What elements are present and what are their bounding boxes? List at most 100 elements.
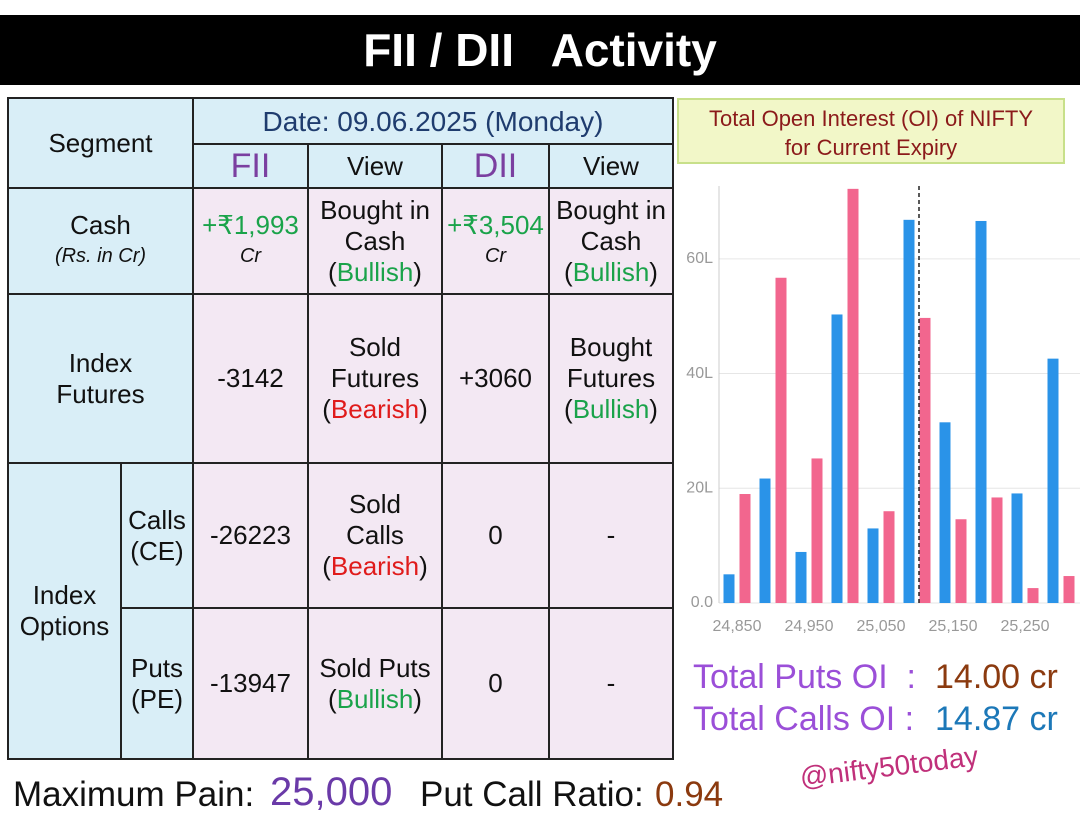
puts-value: 14.00 cr	[935, 658, 1058, 696]
cell-line: Cash	[580, 225, 642, 256]
fii-view: Sold Puts (Bullish)	[307, 607, 443, 760]
x-tick-label: 25,250	[1001, 618, 1050, 635]
chart-title-line: Total Open Interest (OI) of NIFTY	[709, 106, 1033, 131]
cell-line: Index	[32, 580, 97, 610]
bar	[919, 317, 931, 603]
bar	[723, 574, 735, 603]
segment-cell: Calls (CE)	[120, 462, 194, 609]
value-line: +₹1,993	[202, 210, 299, 240]
segment-note: (Rs. in Cr)	[54, 245, 147, 267]
bar	[991, 497, 1003, 603]
sentiment-part: )	[419, 394, 428, 424]
calls-label: Total Calls OI :	[693, 700, 915, 738]
dii-view: Bought Futures (Bullish)	[548, 293, 674, 464]
sentiment-part: (	[322, 551, 331, 581]
cell-line: Futures	[330, 363, 420, 393]
dii-view: -	[548, 607, 674, 760]
value-line: Cr	[239, 245, 262, 267]
cell-line: Index	[68, 347, 133, 378]
cell-line: Bought in	[320, 194, 430, 225]
fii-value: -3142	[192, 293, 309, 464]
watermark: @nifty50today	[798, 740, 980, 793]
segment-cell: Index Futures	[7, 293, 194, 464]
fii-value: -26223	[192, 462, 309, 609]
value-line: 0	[488, 520, 503, 550]
dii-view: -	[548, 462, 674, 609]
cell-line: Sold	[348, 332, 402, 362]
dii-value: +₹3,504 Cr	[441, 187, 550, 295]
value-line: -13947	[210, 668, 291, 698]
bar	[831, 314, 843, 603]
puts-label: Total Puts OI :	[693, 658, 916, 696]
max-pain-label: Maximum Pain:	[13, 775, 255, 814]
row: Index Options Calls (CE) -26223 Sold Calls (Bea…	[7, 462, 674, 760]
x-tick-label: 25,150	[929, 618, 978, 635]
dii-value: 0	[441, 607, 550, 760]
cell-line: Futures	[56, 378, 145, 409]
oi-chart: 0.0 20L 40L 60L 24,850 24,950 25,050 25,150 25,2…	[686, 186, 1080, 635]
bar	[1047, 358, 1059, 603]
bar	[1027, 588, 1039, 603]
row: FII View DII View	[8, 143, 674, 189]
bar	[955, 519, 967, 603]
pcr: 0.94	[655, 775, 724, 814]
dii-value: 0	[441, 462, 550, 609]
segment-cell: Puts (PE)	[120, 607, 194, 760]
sentiment-part: Bullish	[336, 256, 414, 287]
sentiment: (Bullish)	[550, 257, 672, 288]
title-bar: FII / DII Activity	[0, 15, 1080, 85]
column-header: View	[307, 143, 443, 189]
value-line: -3142	[217, 363, 284, 393]
date: Date: 09.06.2025 (Monday)	[192, 97, 674, 145]
max-pain: 25,000	[270, 770, 393, 814]
sentiment-part: (	[328, 256, 337, 287]
sentiment-part: Bullish	[572, 256, 650, 287]
cell-line: Calls	[346, 520, 404, 550]
bar	[939, 422, 951, 603]
group-cell: Index Options	[7, 462, 122, 760]
cell-line: Bought in	[556, 194, 666, 225]
activity-table: Segment Date: 09.06.2025 (Monday) FII View D…	[7, 97, 674, 760]
y-tick-label: 20L	[686, 479, 713, 496]
column-header: FII	[192, 143, 309, 189]
value-line: -26223	[210, 520, 291, 550]
sentiment-part: (	[564, 394, 573, 424]
cell-line: Bought	[569, 332, 653, 362]
bar	[775, 277, 787, 603]
fii-value: -13947	[192, 607, 309, 760]
bar	[883, 511, 895, 603]
sentiment-part: Bullish	[572, 394, 650, 424]
fii-view: Bought in Cash (Bullish)	[307, 187, 443, 295]
cell-line: -	[606, 520, 616, 550]
value-line: +₹3,504	[447, 210, 544, 240]
value-line: +3060	[458, 363, 533, 393]
bar	[795, 551, 807, 603]
sentiment-part: (	[322, 394, 331, 424]
bar	[811, 458, 823, 603]
cell-line: (PE)	[131, 683, 183, 714]
calls-value: 14.87 cr	[935, 700, 1058, 738]
cell-line: Calls	[128, 504, 186, 535]
sentiment-part: )	[413, 683, 422, 714]
sentiment-part: Bullish	[336, 683, 414, 714]
cell-line: Puts	[130, 652, 184, 683]
bar	[1063, 576, 1075, 603]
x-tick-label: 24,850	[713, 618, 762, 635]
bar	[759, 478, 771, 603]
y-tick-label: 40L	[686, 365, 713, 382]
segment-cell: Cash (Rs. in Cr)	[7, 187, 194, 295]
dii-view: Bought in Cash (Bullish)	[548, 187, 674, 295]
cell-line: Cash	[70, 210, 131, 240]
bar	[739, 494, 751, 603]
value-line: Cr	[484, 245, 507, 267]
fii-value: +₹1,993 Cr	[192, 187, 309, 295]
fii-view: Sold Futures (Bearish)	[307, 293, 443, 464]
title: FII / DII Activity	[363, 24, 717, 76]
bar	[903, 219, 915, 604]
pcr-label: Put Call Ratio:	[420, 775, 644, 814]
cell-line: Sold Puts	[319, 652, 431, 683]
row: Puts (PE) -13947 Sold Puts (Bullish) 0 -	[8, 607, 674, 760]
sentiment-part: (	[328, 683, 337, 714]
cell-line: Futures	[566, 363, 656, 393]
column-header: View	[548, 143, 674, 189]
